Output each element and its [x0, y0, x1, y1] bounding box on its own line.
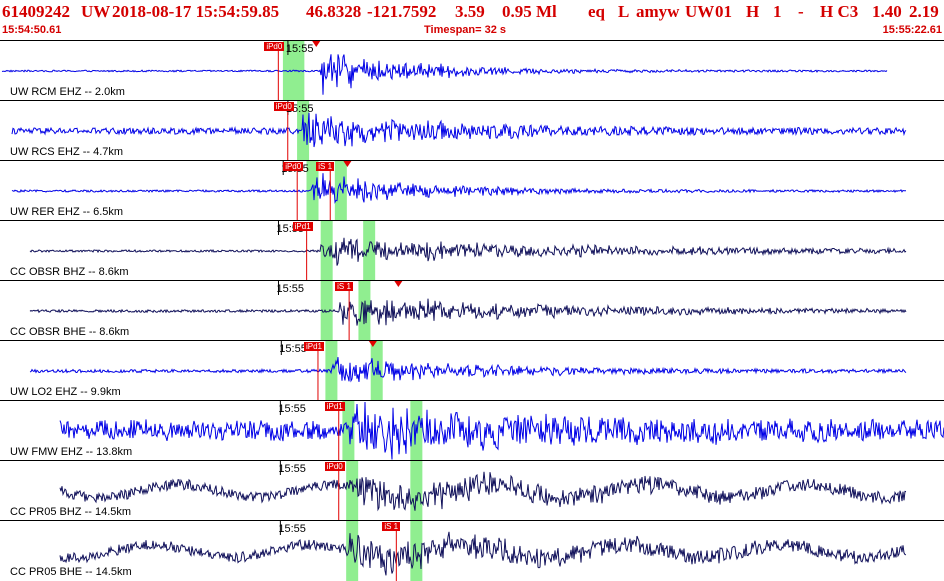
waveform-plot	[29, 221, 907, 281]
timespan: Timespan= 32 s	[424, 24, 507, 36]
time-mark-label: 15:55	[285, 43, 314, 55]
time-mark-label: 15:55	[278, 463, 306, 475]
trace-panel[interactable]: 15:55 iPd0 UW RCS EHZ -- 4.7km	[0, 100, 944, 161]
pick-label[interactable]: iPd1	[292, 222, 313, 231]
waveform-trace	[1, 54, 888, 95]
waveform-plot	[59, 461, 907, 521]
waveform-trace	[29, 357, 907, 383]
waveform-plot	[59, 521, 907, 581]
waveform-plot	[29, 341, 907, 401]
trace-panel[interactable]: 15:55 iPd1 CC OBSR BHZ -- 8.6km	[0, 220, 944, 281]
trace-panel[interactable]: 15:55 iPd0 UW RCM EHZ -- 2.0km	[0, 40, 944, 101]
waveform-trace	[59, 531, 907, 576]
start-time: 15:54:50.61	[2, 24, 62, 36]
station-label: CC OBSR BHE -- 8.6km	[10, 326, 130, 338]
station-label: CC PR05 BHZ -- 14.5km	[10, 506, 132, 518]
pick-label[interactable]: iPd0	[273, 102, 294, 111]
station-label: UW RCM EHZ -- 2.0km	[10, 86, 125, 98]
pick-marker	[368, 341, 377, 347]
pick-window	[346, 521, 359, 581]
pick-label[interactable]: iPd0	[324, 462, 345, 471]
pick-window	[297, 101, 310, 161]
trace-panel[interactable]: 15:55iPd0iS 1UW RER EHZ -- 6.5km	[0, 160, 944, 221]
time-mark-label: 15:55	[279, 343, 307, 355]
pick-window	[346, 461, 359, 521]
trace-panel[interactable]: 15:55 iS 1 CC PR05 BHE -- 14.5km	[0, 520, 944, 581]
source: amyw	[636, 2, 680, 21]
version: 01	[715, 2, 732, 21]
waveform-trace	[29, 237, 907, 266]
waveform-plot	[11, 101, 907, 161]
seismogram-panels: 15:55 iPd0 UW RCM EHZ -- 2.0km 15:55 iPd0 UW …	[0, 40, 944, 581]
pick-window	[363, 221, 376, 281]
station-label: CC PR05 BHE -- 14.5km	[10, 566, 132, 578]
event-summary-line: 61409242 UW 2018-08-17 15:54:59.85 46.83…	[0, 2, 944, 24]
event-id: 61409242	[2, 2, 70, 21]
waveform-trace	[59, 401, 944, 460]
waveform-plot	[11, 161, 906, 221]
pick-window	[410, 461, 423, 521]
gtype: H	[746, 2, 760, 21]
longitude: -121.7592	[367, 2, 437, 21]
magnitude: 0.95 Ml	[502, 2, 557, 21]
waveform-plot	[1, 41, 888, 101]
trace-panel[interactable]: 15:55 iS 1 CC OBSR BHE -- 8.6km	[0, 280, 944, 341]
trace-panel[interactable]: 15:55 iPd1 UW FMW EHZ -- 13.8km	[0, 400, 944, 461]
pick-window	[306, 161, 319, 221]
waveform-plot	[29, 281, 907, 341]
latitude: 46.8328	[306, 2, 362, 21]
pick-window	[334, 161, 347, 221]
pick-label[interactable]: iS 1	[335, 282, 353, 291]
pick-marker	[343, 161, 352, 167]
waveform-trace	[29, 298, 907, 326]
rflag: 1	[773, 2, 782, 21]
end-time: 15:55:22.61	[882, 24, 942, 36]
station-label: UW RER EHZ -- 6.5km	[10, 206, 124, 218]
rms: 1.40	[872, 2, 902, 21]
pick-marker	[312, 41, 321, 47]
station-label: UW RCS EHZ -- 4.7km	[10, 146, 124, 158]
station-label: CC OBSR BHZ -- 8.6km	[10, 266, 129, 278]
network: UW	[81, 2, 111, 21]
pick-label[interactable]: iPd0	[264, 42, 285, 51]
pick-label[interactable]: iS 1	[382, 522, 401, 531]
pick-marker	[394, 281, 403, 287]
time-range-line: 15:54:50.61 Timespan= 32 s 15:55:22.61	[0, 24, 944, 40]
pick-window	[342, 401, 355, 461]
pick-label[interactable]: iPd1	[303, 342, 324, 351]
pick-label[interactable]: iS 1	[316, 162, 335, 171]
event-type: eq	[588, 2, 605, 21]
station-label: UW FMW EHZ -- 13.8km	[10, 446, 133, 458]
pick-label[interactable]: iPd0	[283, 162, 304, 171]
time-mark-label: 15:55	[276, 283, 304, 295]
pick-label[interactable]: iPd1	[324, 402, 345, 411]
pick-window	[410, 521, 423, 581]
quality-class: H C3	[820, 2, 859, 21]
auth: UW	[685, 2, 715, 21]
geo-type: L	[618, 2, 630, 21]
event-header: 61409242 UW 2018-08-17 15:54:59.85 46.83…	[0, 0, 944, 40]
dash: -	[798, 2, 804, 21]
trace-panel[interactable]: 15:55 iPd0 CC PR05 BHZ -- 14.5km	[0, 460, 944, 521]
time-mark-label: 15:55	[278, 403, 306, 415]
erh: 2.19	[909, 2, 939, 21]
time-mark-label: 15:55	[278, 523, 306, 535]
trace-panel[interactable]: 15:55 iPd1 UW LO2 EHZ -- 9.9km	[0, 340, 944, 401]
waveform-trace	[11, 112, 907, 148]
waveform-plot	[59, 401, 944, 461]
waveform-trace	[11, 173, 906, 204]
waveform-trace	[59, 471, 907, 512]
station-label: UW LO2 EHZ -- 9.9km	[10, 386, 121, 398]
pick-window	[320, 281, 333, 341]
depth: 3.59	[455, 2, 485, 21]
origin-time: 2018-08-17 15:54:59.85	[112, 2, 280, 21]
